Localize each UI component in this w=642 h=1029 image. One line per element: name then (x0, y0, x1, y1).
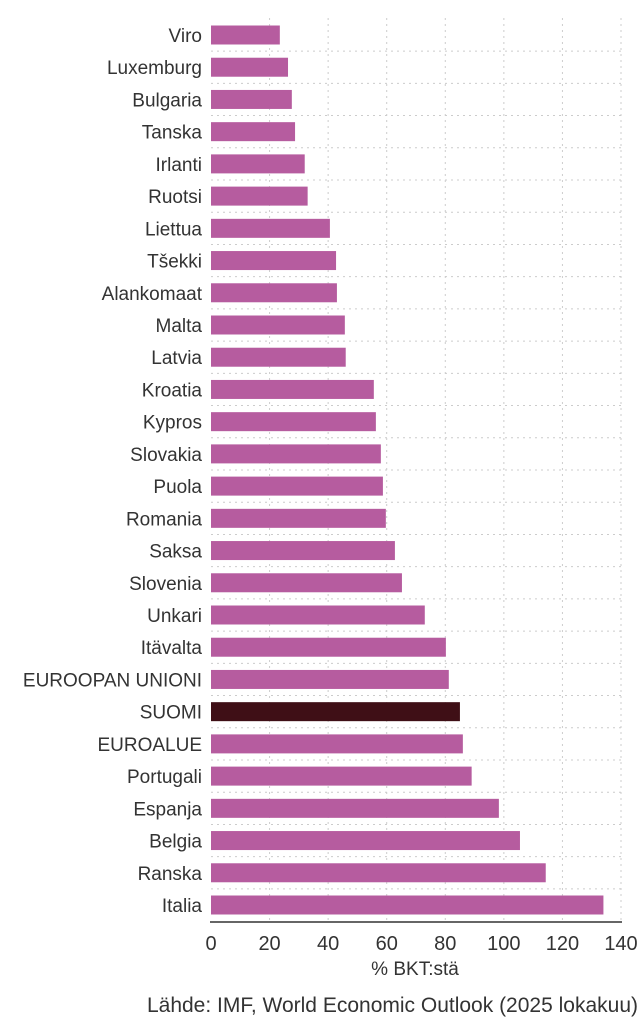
category-label: Tšekki (147, 252, 202, 273)
category-label: Portugali (127, 767, 202, 788)
bar-portugali (211, 766, 472, 786)
category-label: Tanska (142, 123, 203, 144)
category-label: Malta (156, 316, 203, 337)
x-tick-labels: 0 20 40 60 80 100 120 140 (205, 933, 637, 955)
category-label: Puola (153, 477, 202, 498)
category-label: Saksa (149, 542, 202, 563)
category-labels: Viro Luxemburg Bulgaria Tanska Irlanti Ruotsi… (23, 26, 203, 917)
x-tick-label: 120 (546, 933, 579, 955)
bar-ranska (211, 863, 546, 883)
bar-belgia (211, 831, 520, 851)
x-tick-label: 80 (434, 933, 456, 955)
category-label: Irlanti (156, 155, 202, 176)
category-label: Liettua (145, 219, 202, 240)
category-label: Kypros (143, 413, 202, 434)
bar-malta (211, 315, 345, 335)
bar-suomi (211, 702, 460, 722)
bar-latvia (211, 347, 346, 367)
bar-irlanti (211, 154, 305, 174)
bar-euroalue (211, 734, 463, 754)
bar-puola (211, 476, 383, 496)
bar-bulgaria (211, 89, 292, 109)
category-label: Latvia (151, 348, 202, 369)
bar-tšekki (211, 251, 337, 271)
category-label: Italia (162, 896, 203, 917)
bar-tanska (211, 122, 296, 142)
bar-italia (211, 895, 604, 915)
x-tick-label: 40 (317, 933, 339, 955)
bar-kroatia (211, 379, 374, 399)
category-label: Ruotsi (148, 187, 202, 208)
bar-saksa (211, 541, 395, 561)
bar-slovakia (211, 444, 381, 464)
grid-lines (211, 18, 622, 920)
bar-luxemburg (211, 57, 289, 77)
x-tick-label: 140 (604, 933, 637, 955)
category-label: Bulgaria (132, 90, 202, 111)
category-label: Kroatia (142, 380, 203, 401)
category-label: Espanja (133, 799, 202, 820)
bar-kypros (211, 412, 376, 432)
category-label: EUROOPAN UNIONI (23, 670, 202, 691)
category-label: Romania (126, 509, 202, 530)
category-label: Itävalta (141, 638, 203, 659)
source-note: Lähde: IMF, World Economic Outlook (2025… (147, 994, 638, 1017)
category-label: EUROALUE (97, 735, 202, 756)
bar-romania (211, 508, 386, 528)
bar-espanja (211, 798, 499, 818)
x-tick-label: 0 (205, 933, 216, 955)
category-label: SUOMI (140, 703, 202, 724)
category-label: Ranska (138, 864, 203, 885)
category-label: Slovakia (130, 445, 202, 466)
category-label: Belgia (149, 832, 202, 853)
x-axis-label: % BKT:stä (371, 959, 459, 980)
bars (211, 25, 604, 915)
bar-itävalta (211, 637, 446, 657)
bar-euroopan-unioni (211, 669, 449, 689)
bar-slovenia (211, 573, 402, 593)
category-label: Viro (169, 26, 202, 47)
bar-ruotsi (211, 186, 308, 206)
category-label: Unkari (147, 606, 202, 627)
bar-unkari (211, 605, 425, 625)
x-tick-label: 100 (487, 933, 520, 955)
bar-liettua (211, 218, 330, 238)
category-label: Luxemburg (107, 58, 202, 79)
x-tick-label: 20 (258, 933, 280, 955)
category-label: Alankomaat (102, 284, 203, 305)
bar-alankomaat (211, 283, 337, 303)
category-label: Slovenia (129, 574, 202, 595)
x-tick-label: 60 (376, 933, 398, 955)
bar-viro (211, 25, 280, 45)
